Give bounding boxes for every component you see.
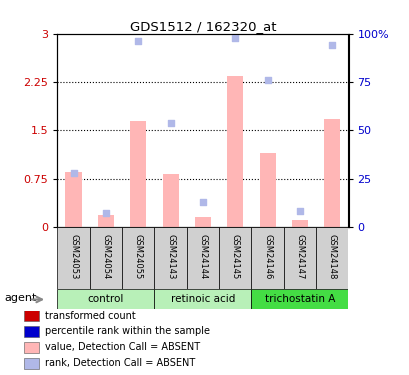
Text: trichostatin A: trichostatin A <box>264 294 334 304</box>
Point <box>328 42 335 48</box>
Bar <box>315 227 348 289</box>
Bar <box>24 310 39 321</box>
Text: control: control <box>88 294 124 304</box>
Point <box>199 199 206 205</box>
Bar <box>57 227 90 289</box>
Point <box>102 210 109 216</box>
Text: GSM24147: GSM24147 <box>295 234 304 279</box>
Bar <box>57 289 154 309</box>
Title: GDS1512 / 162320_at: GDS1512 / 162320_at <box>129 20 276 33</box>
Text: GSM24055: GSM24055 <box>133 234 142 279</box>
Text: agent: agent <box>4 293 37 303</box>
Text: GSM24145: GSM24145 <box>230 234 239 279</box>
Bar <box>251 289 348 309</box>
Text: GSM24143: GSM24143 <box>166 234 175 279</box>
Point <box>135 39 141 45</box>
Text: GSM24053: GSM24053 <box>69 234 78 279</box>
Point <box>264 77 270 83</box>
Text: GSM24054: GSM24054 <box>101 234 110 279</box>
Text: transformed count: transformed count <box>45 310 136 321</box>
Bar <box>90 227 122 289</box>
Text: percentile rank within the sample: percentile rank within the sample <box>45 327 210 336</box>
Bar <box>291 220 307 227</box>
Bar <box>187 227 218 289</box>
Point <box>296 209 303 214</box>
Text: GSM24144: GSM24144 <box>198 234 207 279</box>
Bar <box>24 342 39 353</box>
Point <box>231 34 238 40</box>
Bar <box>130 121 146 227</box>
Bar <box>122 227 154 289</box>
Text: rank, Detection Call = ABSENT: rank, Detection Call = ABSENT <box>45 358 195 368</box>
Bar <box>24 326 39 337</box>
Bar <box>324 119 339 227</box>
Text: GSM24146: GSM24146 <box>263 234 272 279</box>
Bar <box>24 358 39 369</box>
Point <box>70 170 76 176</box>
Bar <box>154 289 251 309</box>
Point <box>167 120 173 126</box>
Text: value, Detection Call = ABSENT: value, Detection Call = ABSENT <box>45 342 200 352</box>
Bar <box>98 215 114 227</box>
Bar <box>218 227 251 289</box>
Bar <box>65 172 81 227</box>
Bar <box>227 76 243 227</box>
Bar <box>251 227 283 289</box>
Bar <box>283 227 315 289</box>
Bar <box>259 153 275 227</box>
Text: GSM24148: GSM24148 <box>327 234 336 279</box>
Bar <box>194 217 211 227</box>
Bar <box>154 227 187 289</box>
Text: retinoic acid: retinoic acid <box>170 294 235 304</box>
Bar <box>162 174 178 227</box>
